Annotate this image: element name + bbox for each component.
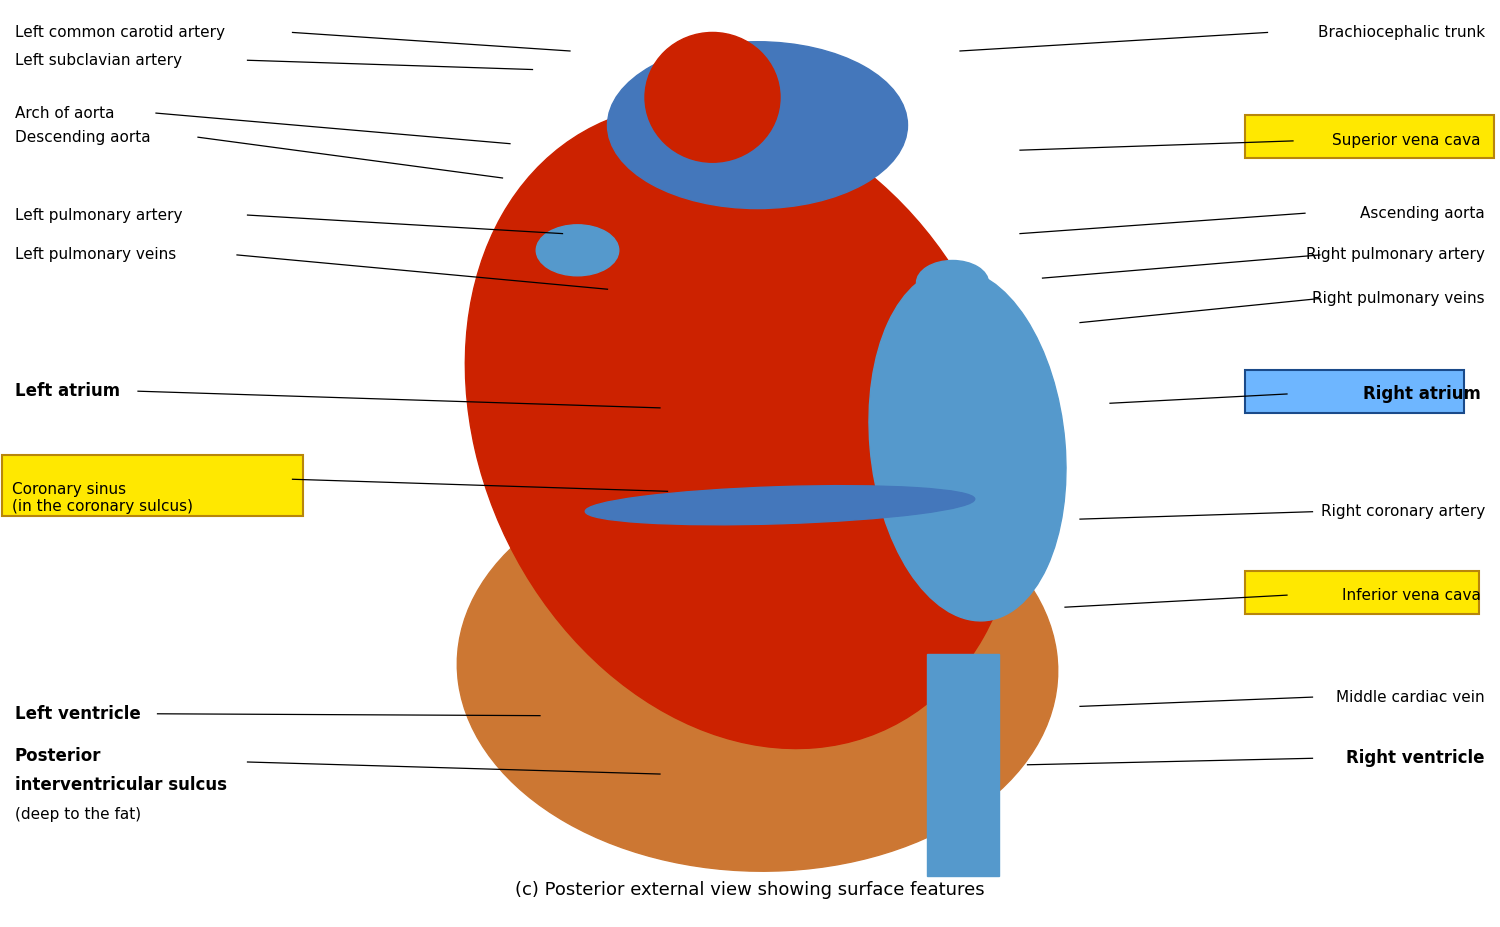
Text: Left pulmonary artery: Left pulmonary artery xyxy=(15,208,183,222)
FancyBboxPatch shape xyxy=(1245,115,1494,158)
Text: Coronary sinus
(in the coronary sulcus): Coronary sinus (in the coronary sulcus) xyxy=(12,482,194,514)
Ellipse shape xyxy=(645,32,780,162)
Ellipse shape xyxy=(868,269,1066,621)
FancyBboxPatch shape xyxy=(2,455,303,516)
Text: (deep to the fat): (deep to the fat) xyxy=(15,807,141,822)
Ellipse shape xyxy=(585,486,975,525)
Text: Right atrium: Right atrium xyxy=(1362,385,1480,403)
Text: interventricular sulcus: interventricular sulcus xyxy=(15,776,226,794)
Text: (c) Posterior external view showing surface features: (c) Posterior external view showing surf… xyxy=(514,882,986,899)
Ellipse shape xyxy=(916,260,988,305)
FancyBboxPatch shape xyxy=(1245,571,1479,614)
Text: Middle cardiac vein: Middle cardiac vein xyxy=(1336,690,1485,705)
Text: Descending aorta: Descending aorta xyxy=(15,130,150,145)
Text: Arch of aorta: Arch of aorta xyxy=(15,106,114,121)
Text: Posterior: Posterior xyxy=(15,746,102,765)
Text: Inferior vena cava: Inferior vena cava xyxy=(1341,588,1480,603)
Text: Ascending aorta: Ascending aorta xyxy=(1360,206,1485,221)
Text: Left pulmonary veins: Left pulmonary veins xyxy=(15,248,177,262)
Text: Left ventricle: Left ventricle xyxy=(15,705,141,723)
Ellipse shape xyxy=(465,105,1020,748)
Text: Brachiocephalic trunk: Brachiocephalic trunk xyxy=(1318,25,1485,40)
Bar xyxy=(927,654,999,876)
FancyBboxPatch shape xyxy=(1245,370,1464,413)
Text: Right pulmonary veins: Right pulmonary veins xyxy=(1312,291,1485,306)
Text: Left atrium: Left atrium xyxy=(15,382,120,400)
Ellipse shape xyxy=(458,464,1058,871)
Ellipse shape xyxy=(608,42,908,209)
Ellipse shape xyxy=(537,225,618,276)
Text: Right ventricle: Right ventricle xyxy=(1347,749,1485,768)
Text: Left common carotid artery: Left common carotid artery xyxy=(15,25,225,40)
Text: Right pulmonary artery: Right pulmonary artery xyxy=(1306,248,1485,262)
Text: Right coronary artery: Right coronary artery xyxy=(1320,504,1485,519)
Ellipse shape xyxy=(936,300,999,339)
Text: Superior vena cava: Superior vena cava xyxy=(1332,133,1480,148)
Text: Left subclavian artery: Left subclavian artery xyxy=(15,53,182,68)
